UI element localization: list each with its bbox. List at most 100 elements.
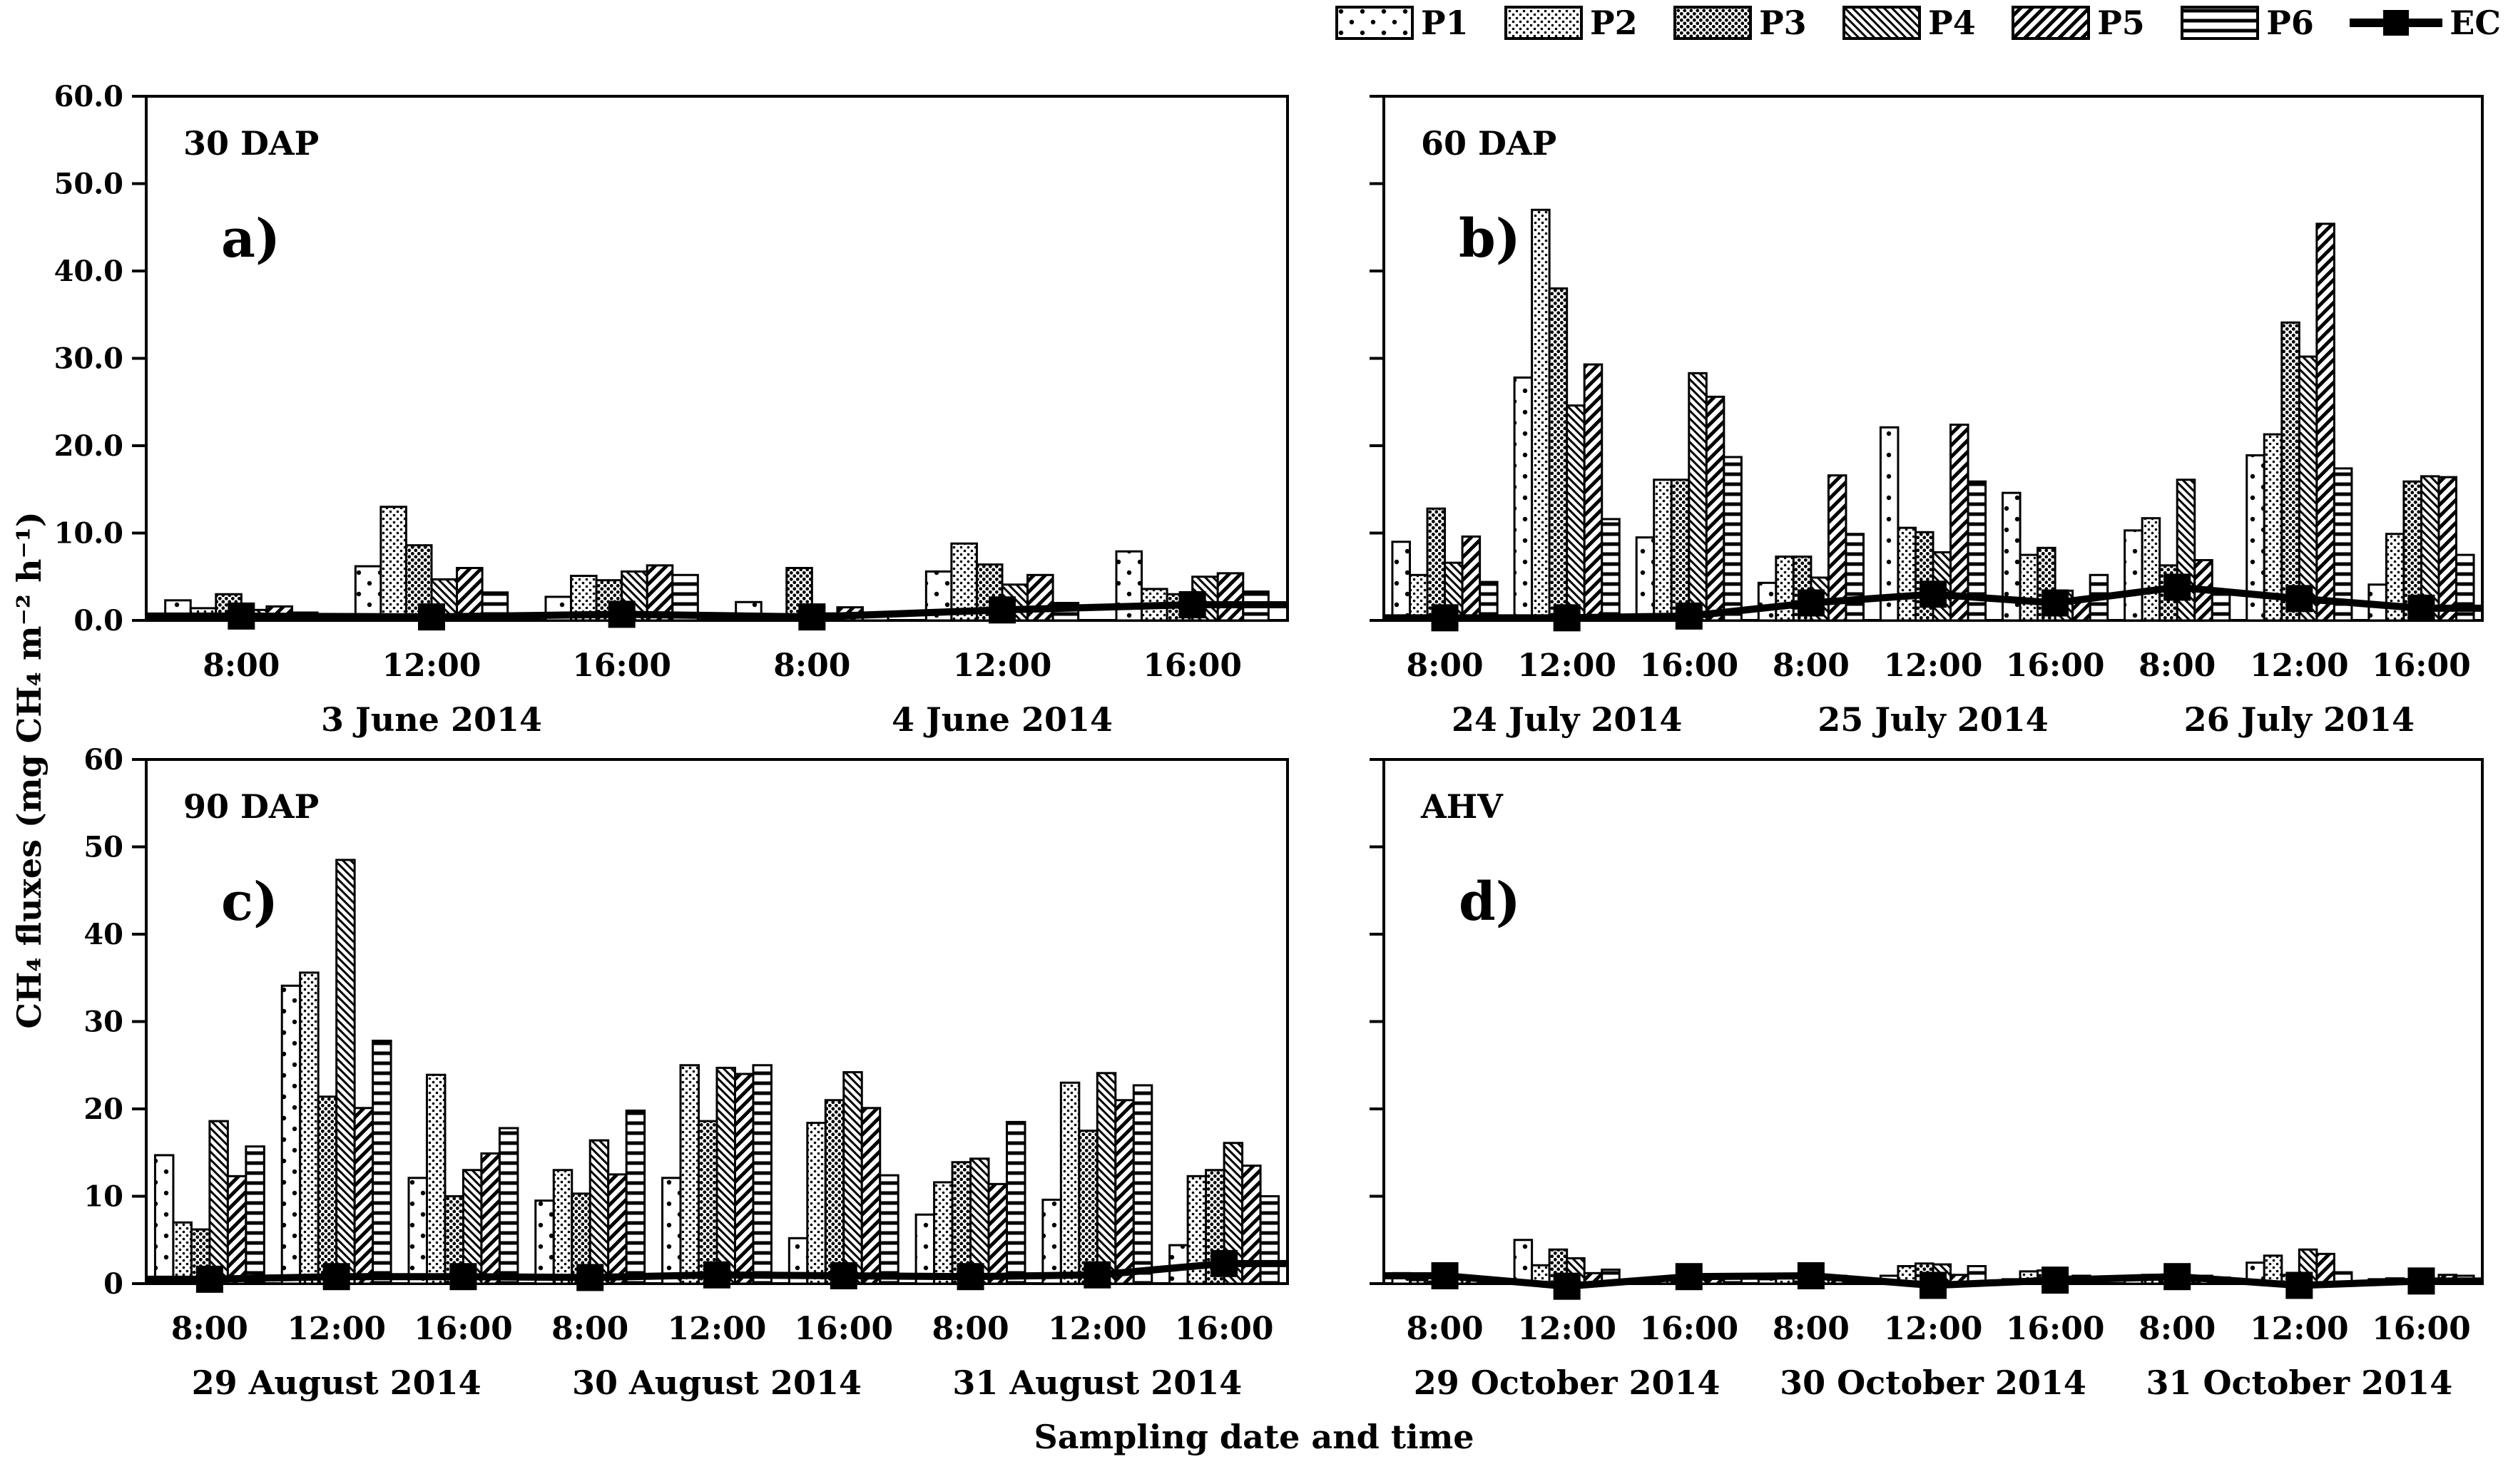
bar-P5 <box>353 1107 374 1285</box>
panel-frame <box>145 95 1289 622</box>
legend-label: P5 <box>2097 4 2145 42</box>
y-tick-label: 60 <box>83 743 123 777</box>
legend-label: P3 <box>1759 4 1807 42</box>
ec-marker <box>2041 589 2069 617</box>
y-tick-label: 40 <box>83 918 123 951</box>
ec-marker <box>703 1261 730 1289</box>
time-label: 16:00 <box>2372 1311 2471 1347</box>
ec-marker <box>1178 590 1206 618</box>
panel-tag: 90 DAP <box>183 787 319 826</box>
bar-P2 <box>425 1073 447 1285</box>
bar-P6 <box>1259 1195 1280 1285</box>
time-label: 12:00 <box>2250 1311 2349 1347</box>
legend-item-p1: P1 <box>1335 4 1469 42</box>
ec-marker <box>1431 1262 1459 1289</box>
ec-marker <box>1675 1263 1703 1291</box>
bar-P4 <box>335 859 356 1285</box>
legend-label: EC <box>2450 4 2501 42</box>
y-tick-label: 50 <box>83 831 123 864</box>
date-label: 29 October 2014 <box>1414 1363 1721 1402</box>
bar-P5 <box>1583 363 1604 622</box>
legend-item-ec: EC <box>2350 4 2501 42</box>
bar-P3 <box>2280 321 2300 622</box>
bar-P5 <box>480 1152 501 1285</box>
ec-marker <box>1675 602 1703 630</box>
panel-a: 0.0 10.0 20.0 30.0 40.0 50.0 60.0 8:00 12:00 16:0… <box>54 80 1289 739</box>
time-label: 12:00 <box>1884 648 1983 684</box>
ec-marker <box>418 603 445 631</box>
bar-P2 <box>933 1181 954 1285</box>
date-label: 29 August 2014 <box>192 1363 481 1402</box>
bar-P3 <box>824 1099 845 1285</box>
time-label: 12:00 <box>668 1311 767 1347</box>
y-tick-label: 30.0 <box>54 342 123 376</box>
ec-marker <box>2163 1263 2191 1291</box>
bar-P5 <box>2437 476 2457 622</box>
ec-marker <box>195 1265 223 1293</box>
panel-letter: a) <box>221 208 280 270</box>
bar-P6 <box>2211 589 2231 622</box>
ec-marker <box>798 603 826 631</box>
time-label: 8:00 <box>932 1311 1009 1347</box>
bar-P6 <box>879 1174 899 1285</box>
time-label: 16:00 <box>572 648 671 684</box>
legend-swatch-p1-icon <box>1335 6 1414 40</box>
time-label: 16:00 <box>2006 1311 2105 1347</box>
date-label: 31 October 2014 <box>2146 1363 2452 1402</box>
bar-P2 <box>172 1221 193 1285</box>
bar-P2 <box>1775 556 1795 622</box>
bar-P3 <box>1670 479 1691 622</box>
time-label: 12:00 <box>382 648 481 684</box>
bar-P2 <box>2263 433 2283 622</box>
bar-P6 <box>245 1145 265 1285</box>
time-label: 12:00 <box>1517 648 1616 684</box>
bar-P4 <box>208 1120 229 1285</box>
bar-P1 <box>1757 581 1778 622</box>
time-label: 8:00 <box>1773 1311 1850 1347</box>
legend-swatch-ec-icon <box>2350 10 2443 36</box>
ec-marker <box>1797 589 1825 617</box>
bar-P2 <box>1059 1081 1081 1285</box>
ec-marker <box>1920 1271 1947 1299</box>
time-label: 16:00 <box>1143 648 1242 684</box>
time-label: 16:00 <box>414 1311 513 1347</box>
bar-P6 <box>752 1064 773 1285</box>
time-label: 16:00 <box>1639 648 1738 684</box>
bar-P5 <box>1827 474 1847 622</box>
bar-P6 <box>2333 467 2353 622</box>
bar-P6 <box>1845 533 1865 622</box>
bar-P2 <box>2263 1254 2283 1285</box>
bar-P4 <box>1096 1072 1117 1285</box>
panel-letter: d) <box>1459 871 1521 933</box>
bar-P2 <box>1409 1279 1429 1285</box>
ec-marker <box>2041 1266 2069 1294</box>
bar-P1 <box>2124 529 2143 622</box>
legend-label: P2 <box>1590 4 1638 42</box>
y-tick-label: 30 <box>83 1005 123 1039</box>
bar-P5 <box>226 1175 248 1285</box>
y-tick-label: 50.0 <box>54 168 123 201</box>
bar-P1 <box>407 1177 428 1285</box>
bar-P2 <box>1653 479 1673 622</box>
bar-P5 <box>860 1107 882 1285</box>
y-tick-label: 0 <box>103 1267 123 1301</box>
y-tick-label: 10 <box>83 1180 123 1214</box>
bar-P3 <box>1426 507 1447 622</box>
bar-P2 <box>1531 208 1551 622</box>
bar-P5 <box>1461 535 1482 622</box>
bar-P1 <box>1879 426 1900 622</box>
ec-marker <box>2407 1267 2435 1295</box>
panel-tag: 60 DAP <box>1421 124 1556 163</box>
bar-P6 <box>498 1127 519 1285</box>
time-label: 12:00 <box>953 648 1052 684</box>
ec-marker <box>322 1263 350 1291</box>
ec-marker <box>989 596 1016 624</box>
date-label: 25 July 2014 <box>1818 700 2048 739</box>
time-label: 8:00 <box>2139 648 2216 684</box>
date-label: 3 June 2014 <box>321 700 542 739</box>
legend-swatch-p4-icon <box>1842 6 1922 40</box>
bar-P6 <box>625 1109 646 1285</box>
bar-P1 <box>354 565 382 622</box>
time-label: 12:00 <box>287 1311 386 1347</box>
